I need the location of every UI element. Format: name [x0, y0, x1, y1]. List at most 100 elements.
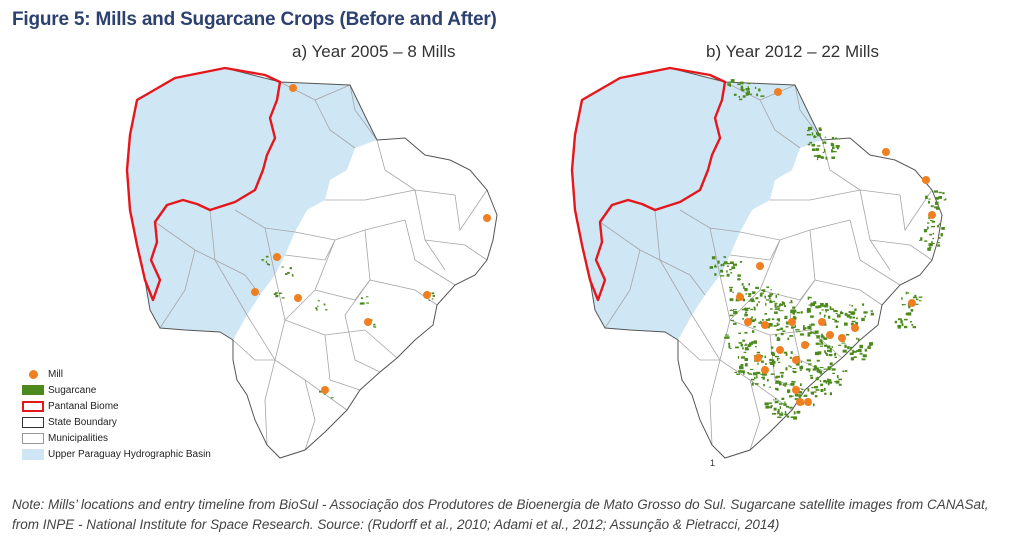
sugarcane-patch: [729, 84, 731, 87]
mill-marker: [788, 318, 796, 326]
municipality-boundary: [604, 249, 641, 329]
sugarcane-patch: [814, 365, 816, 367]
sugarcane-patch: [867, 346, 871, 349]
sugarcane-patch: [773, 325, 777, 327]
municipality-boundary: [794, 84, 823, 141]
municipality-boundary: [677, 339, 720, 361]
sugarcane-patch: [821, 156, 825, 159]
sugarcane-patch: [791, 381, 796, 383]
sugarcane-patch: [782, 383, 785, 386]
sugarcane-patch: [728, 345, 731, 349]
sugarcane-patch: [822, 142, 825, 145]
sugarcane-patch: [774, 311, 778, 314]
sugarcane-patch: [747, 86, 749, 89]
sugarcane-patch: [938, 223, 941, 225]
sugarcane-patch: [810, 331, 814, 334]
sugarcane-patch: [744, 351, 747, 354]
legend-item-municipalities: Municipalities: [22, 430, 211, 446]
sugarcane-patch: [785, 367, 788, 371]
sugarcane-patch: [764, 402, 769, 406]
mills: [736, 88, 936, 406]
sugarcane-patch: [748, 307, 751, 309]
municipality-boundary: [284, 319, 398, 359]
sugarcane-patch: [769, 295, 772, 297]
sugarcane-patch: [816, 335, 820, 339]
sugarcane-patch: [431, 298, 434, 300]
sugarcane-patch: [790, 366, 792, 368]
sugarcane-patch: [751, 316, 753, 319]
sugarcane-patch: [793, 370, 797, 374]
sugarcane-patch: [827, 366, 832, 369]
sugarcane-patch: [850, 314, 854, 316]
sugarcane-patch: [831, 346, 833, 349]
sugarcane-patch: [769, 361, 773, 364]
sugarcane-patch: [813, 391, 817, 393]
sugarcane-patch: [762, 290, 766, 292]
sugarcane-patch: [739, 261, 743, 263]
sugarcane-patch: [861, 358, 866, 361]
sugarcane-patch: [729, 268, 732, 271]
sugarcane-patch: [819, 367, 824, 369]
sugarcane-patch: [859, 344, 863, 349]
sugarcane-patch: [748, 90, 750, 94]
sugarcane-patch: [783, 351, 788, 354]
sugarcane-patch: [852, 350, 857, 353]
sugarcane-patch: [931, 226, 936, 228]
sugarcane-patch: [744, 363, 748, 367]
legend-item-pantanal-biome: Pantanal Biome: [22, 398, 211, 414]
sugarcane-patch: [829, 348, 832, 351]
sugarcane-patch: [848, 311, 852, 313]
sugarcane-patch: [844, 344, 847, 348]
sugarcane-patch: [742, 95, 746, 98]
sugarcane-patch: [823, 387, 826, 391]
sugarcane-patch: [812, 368, 817, 371]
sugarcane-patch: [812, 148, 816, 151]
sugarcane-patch: [850, 322, 854, 326]
municipality-boundary: [159, 249, 196, 329]
sugarcane-patch: [807, 333, 811, 337]
sugarcane-patch: [927, 222, 930, 224]
sugarcane-patch: [942, 192, 945, 195]
sugarcane-patch: [723, 256, 725, 258]
sugarcane-patch: [750, 368, 754, 370]
sugarcane-patch: [773, 407, 777, 411]
municipality-boundary: [749, 379, 761, 451]
sugarcane-patch: [821, 333, 823, 337]
sugarcane-patch: [769, 402, 773, 404]
sugarcane-patch: [793, 411, 796, 415]
municipality-boundary: [770, 189, 901, 201]
sugarcane-patch: [945, 198, 947, 201]
sugarcane-patch: [825, 156, 828, 160]
sugarcane-patch: [748, 93, 753, 95]
sugarcane-patch: [824, 350, 826, 353]
sugarcane-patch: [291, 274, 294, 277]
sugarcane-patch: [745, 348, 750, 351]
sugarcane-patch: [800, 311, 803, 314]
sugarcane-patch: [912, 326, 917, 329]
sugarcane-patch: [740, 364, 744, 367]
sugarcane-patch: [725, 336, 730, 339]
sugarcane-patch: [914, 303, 919, 305]
sugarcane-patch: [755, 346, 757, 348]
sugarcane-patch: [432, 295, 435, 297]
sugarcane-patch: [287, 271, 290, 274]
mill-marker: [273, 253, 281, 261]
sugarcane-patch: [733, 311, 738, 315]
sugarcane-patch: [779, 382, 781, 386]
municipality-boundary: [729, 319, 843, 359]
sugarcane-patch: [792, 309, 797, 313]
sugarcane-patch: [724, 334, 729, 336]
sugarcane-patch: [315, 307, 318, 309]
mill-marker: [804, 398, 812, 406]
sugarcane-patch: [779, 310, 784, 312]
sugarcane-patch: [799, 369, 802, 371]
municipality-boundary: [739, 219, 851, 241]
sugarcane-patch: [783, 403, 787, 406]
sugarcane-patch: [764, 313, 767, 315]
sugarcane-patch: [754, 318, 757, 321]
sugarcane-patch: [817, 133, 821, 136]
sugarcane-patch: [769, 300, 773, 304]
sugarcane-patch: [930, 205, 934, 208]
sugarcane-patch: [823, 148, 826, 153]
municipality-boundary: [314, 279, 371, 301]
